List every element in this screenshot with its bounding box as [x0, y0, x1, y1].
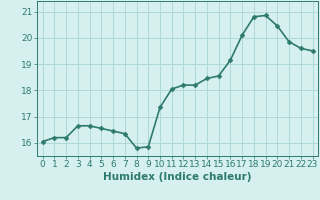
X-axis label: Humidex (Indice chaleur): Humidex (Indice chaleur) — [103, 172, 252, 182]
